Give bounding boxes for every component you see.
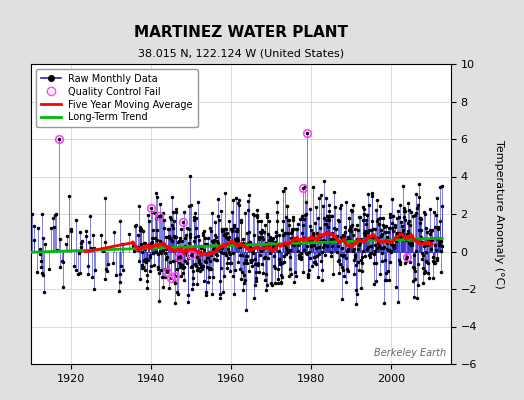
Text: MARTINEZ WATER PLANT: MARTINEZ WATER PLANT [134, 25, 348, 40]
Text: 38.015 N, 122.124 W (United States): 38.015 N, 122.124 W (United States) [138, 48, 344, 58]
Y-axis label: Temperature Anomaly (°C): Temperature Anomaly (°C) [494, 140, 504, 288]
Text: Berkeley Earth: Berkeley Earth [374, 348, 446, 358]
Legend: Raw Monthly Data, Quality Control Fail, Five Year Moving Average, Long-Term Tren: Raw Monthly Data, Quality Control Fail, … [36, 69, 198, 127]
